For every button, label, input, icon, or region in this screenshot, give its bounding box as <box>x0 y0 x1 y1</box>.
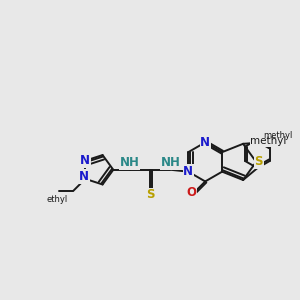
Text: methyl: methyl <box>250 136 287 146</box>
Text: S: S <box>254 155 263 168</box>
Text: N: N <box>80 154 90 167</box>
Text: ethyl: ethyl <box>46 195 68 204</box>
Text: S: S <box>146 188 154 201</box>
Text: methyl: methyl <box>263 131 292 140</box>
Text: NH: NH <box>119 156 140 169</box>
Text: N: N <box>79 170 89 183</box>
Text: N: N <box>200 136 210 149</box>
Text: O: O <box>187 186 196 199</box>
Text: N: N <box>183 165 193 178</box>
Text: NH: NH <box>161 156 181 169</box>
